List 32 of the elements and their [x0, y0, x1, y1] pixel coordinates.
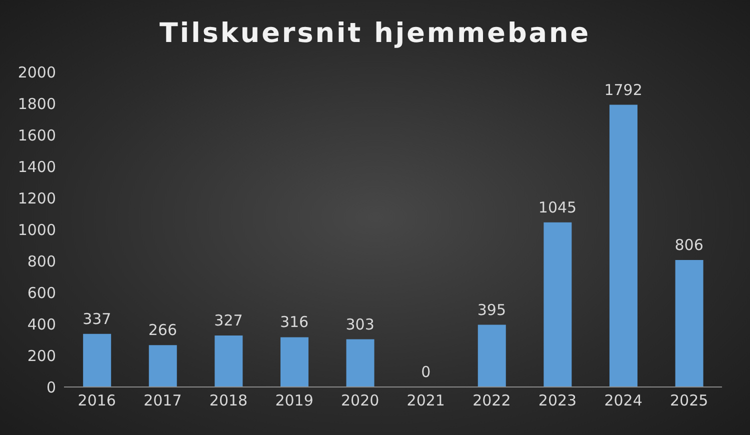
x-tick-label: 2016 — [78, 392, 116, 410]
data-label: 303 — [346, 315, 374, 334]
y-tick-label: 2000 — [18, 63, 56, 82]
data-label: 316 — [280, 313, 309, 332]
data-label: 0 — [421, 363, 431, 381]
y-tick-label: 200 — [27, 346, 56, 365]
y-tick-label: 1000 — [18, 220, 56, 239]
y-tick-label: 1800 — [18, 94, 56, 113]
x-tick-label: 2018 — [209, 392, 248, 410]
data-label: 1792 — [604, 80, 642, 99]
x-tick-label: 2020 — [341, 392, 380, 410]
y-tick-label: 600 — [27, 284, 56, 302]
x-tick-label: 2022 — [472, 392, 511, 410]
y-tick-label: 1600 — [18, 126, 56, 144]
x-tick-label: 2017 — [144, 392, 182, 410]
y-tick-label: 1400 — [18, 158, 56, 176]
x-tick-label: 2025 — [670, 392, 708, 410]
x-tick-label: 2019 — [275, 392, 314, 410]
y-tick-label: 1200 — [18, 189, 56, 208]
y-tick-label: 800 — [27, 252, 56, 270]
data-label: 806 — [674, 236, 704, 254]
y-tick-label: 0 — [46, 378, 56, 396]
data-label: 337 — [82, 310, 112, 328]
chart-title: Tilskuersnit hjemmebane — [158, 18, 592, 49]
x-tick-label: 2024 — [604, 392, 642, 410]
data-label: 1045 — [538, 198, 577, 216]
x-tick-label: 2021 — [406, 392, 445, 410]
data-label: 395 — [477, 300, 506, 319]
y-tick-label: 400 — [27, 315, 56, 334]
data-label: 266 — [148, 321, 178, 340]
x-tick-label: 2023 — [538, 392, 577, 410]
data-label: 327 — [214, 311, 243, 330]
